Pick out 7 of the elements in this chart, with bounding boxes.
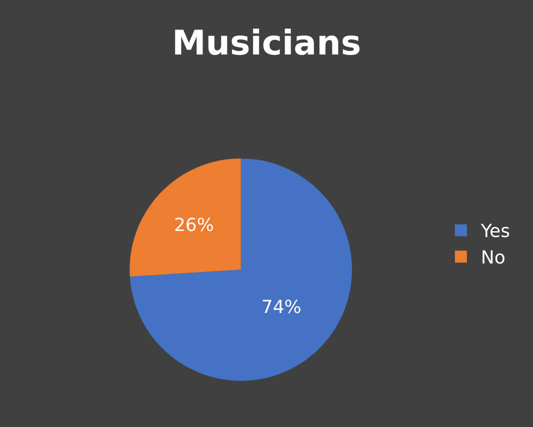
data-label: 26% — [174, 215, 214, 236]
data-label: 74% — [261, 297, 302, 318]
pie-slice — [130, 158, 241, 277]
pie-slice — [130, 158, 352, 381]
legend-label: No — [480, 248, 506, 269]
chart-title: Musicians — [172, 24, 362, 64]
legend-label: Yes — [480, 221, 510, 242]
